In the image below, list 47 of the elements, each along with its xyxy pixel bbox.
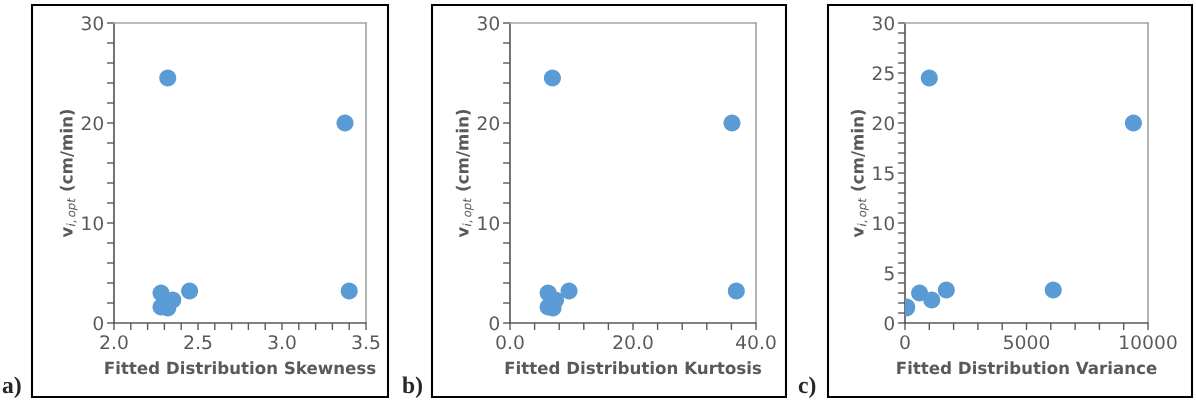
point <box>920 69 938 87</box>
x-tick-label: 0 <box>900 335 910 350</box>
y-tick-label: 0 <box>884 316 895 331</box>
y-tick-label: 25 <box>872 66 894 81</box>
point <box>1124 114 1142 132</box>
y-tick-label: 0 <box>93 316 104 331</box>
point <box>340 282 358 300</box>
point <box>923 291 941 309</box>
x-axis-title: Fitted Distribution Variance <box>897 361 1157 375</box>
y-tick-label: 10 <box>873 216 895 231</box>
x-tick-label: 5000 <box>1004 335 1050 350</box>
point <box>1044 281 1062 299</box>
point <box>937 281 955 299</box>
y-tick-label: 10 <box>82 216 104 231</box>
x-axis-title: Fitted Distribution Skewness <box>105 361 376 375</box>
text: a) <box>2 376 21 398</box>
y-tick-label: 30 <box>872 16 895 31</box>
y-tick-label: 0 <box>489 316 500 331</box>
y-axis-title: v$_{i,opt}$ (cm/min) <box>59 109 78 238</box>
y-axis-title: v$_{i,opt}$ (cm/min) <box>455 109 474 238</box>
y-tick-label: 20 <box>81 116 104 131</box>
point <box>560 282 578 300</box>
point <box>181 282 199 300</box>
text: c) <box>798 376 816 398</box>
x-tick-label: 0.0 <box>496 335 524 350</box>
x-tick-label: 3.0 <box>268 335 296 350</box>
x-tick-label: 20.0 <box>613 335 653 350</box>
x-tick-label: 10000 <box>1120 335 1177 350</box>
x-tick-label: 2.5 <box>184 335 212 350</box>
y-tick-label: 20 <box>477 116 500 131</box>
y-tick-label: 15 <box>873 166 894 181</box>
y-tick-label: 20 <box>872 116 895 131</box>
text: b) <box>402 376 422 398</box>
y-tick-label: 5 <box>884 266 894 281</box>
point <box>543 69 561 87</box>
point <box>159 69 177 87</box>
x-tick-label: 40.0 <box>736 335 776 350</box>
y-tick-label: 30 <box>477 16 500 31</box>
x-tick-label: 3.5 <box>352 335 380 350</box>
point <box>336 114 354 132</box>
y-tick-label: 10 <box>478 216 500 231</box>
x-tick-label: 2.0 <box>100 335 128 350</box>
point <box>723 114 741 132</box>
y-axis-title: v$_{i,opt}$ (cm/min) <box>850 109 869 238</box>
x-axis-title: Fitted Distribution Kurtosis <box>505 361 762 375</box>
point <box>727 282 745 300</box>
y-tick-label: 30 <box>81 16 104 31</box>
